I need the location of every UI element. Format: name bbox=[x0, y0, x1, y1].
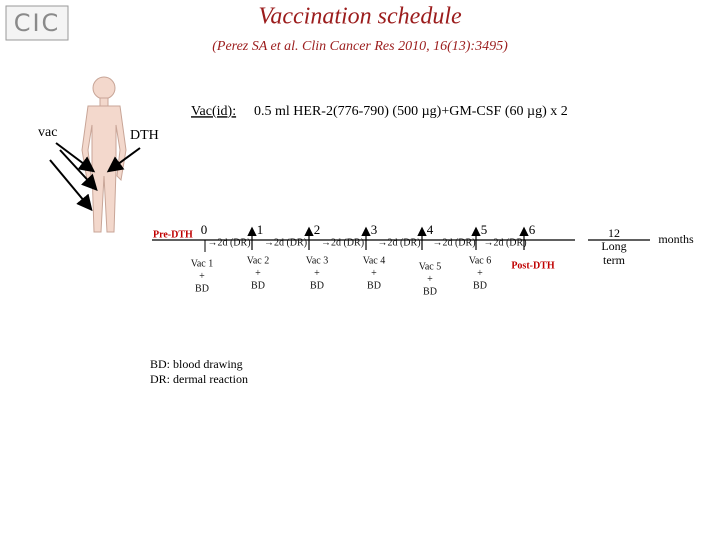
vaccination: BD bbox=[251, 280, 265, 291]
vaccination: BD bbox=[423, 286, 437, 297]
month: 1 bbox=[257, 222, 264, 237]
vaccination: + bbox=[371, 268, 377, 279]
vaccination: Vac 3 bbox=[306, 255, 329, 266]
timeline: 0 1 2 3 4 5 6→2d (DR) →2d (DR) →2d (DR) →2d (DR) →… bbox=[191, 222, 536, 297]
regimen-label: Vac(id): bbox=[191, 104, 236, 119]
subtitle: (Perez SA et al. Clin Cancer Res 2010, 1… bbox=[212, 39, 508, 54]
post-dth: Post-DTH bbox=[511, 260, 555, 271]
vaccination: + bbox=[314, 268, 320, 279]
legend-item: BD: blood drawing bbox=[150, 357, 243, 371]
vaccination: Vac 4 bbox=[363, 255, 386, 266]
interval: →2d (DR) bbox=[207, 237, 250, 248]
vaccination: Vac 1 bbox=[191, 258, 214, 269]
regimen-text: 0.5 ml HER-2(776-790) (500 µg)+GM-CSF (6… bbox=[254, 104, 568, 119]
month: 5 bbox=[481, 222, 488, 237]
human-figure bbox=[81, 76, 127, 233]
arrow bbox=[55, 142, 96, 173]
legend-item: DR: dermal reaction bbox=[150, 372, 248, 386]
vac-label: vac bbox=[38, 125, 57, 140]
vaccination: + bbox=[199, 271, 205, 282]
pre-dth: Pre-DTH bbox=[153, 229, 193, 240]
interval: →2d (DR) bbox=[432, 237, 475, 248]
vaccination: + bbox=[255, 268, 261, 279]
month: 2 bbox=[314, 222, 321, 237]
interval: →2d (DR) bbox=[264, 237, 307, 248]
long-term: Long bbox=[601, 239, 626, 253]
arrow bbox=[49, 159, 93, 212]
interval: →2d (DR) bbox=[483, 237, 526, 248]
dth-label: DTH bbox=[130, 128, 159, 143]
vaccination: BD bbox=[367, 280, 381, 291]
month: 3 bbox=[371, 222, 378, 237]
month: 4 bbox=[427, 222, 434, 237]
vaccination: Vac 6 bbox=[469, 255, 492, 266]
arrow bbox=[106, 147, 141, 173]
long-term: term bbox=[603, 253, 626, 267]
title: Vaccination schedule bbox=[258, 4, 462, 30]
vaccination: BD bbox=[473, 280, 487, 291]
vaccination: Vac 5 bbox=[419, 261, 442, 272]
month: 6 bbox=[529, 222, 536, 237]
vaccination: + bbox=[477, 268, 483, 279]
interval: →2d (DR) bbox=[377, 237, 420, 248]
long-term: 12 bbox=[608, 226, 620, 240]
month: 0 bbox=[201, 222, 208, 237]
vaccination: BD bbox=[310, 280, 324, 291]
vaccination: Vac 2 bbox=[247, 255, 270, 266]
arrow bbox=[59, 149, 98, 191]
interval: →2d (DR) bbox=[321, 237, 364, 248]
logo: CIC bbox=[14, 9, 61, 37]
vaccination: + bbox=[427, 274, 433, 285]
unit: months bbox=[658, 232, 694, 246]
logo-box bbox=[5, 5, 69, 41]
vaccination: BD bbox=[195, 283, 209, 294]
